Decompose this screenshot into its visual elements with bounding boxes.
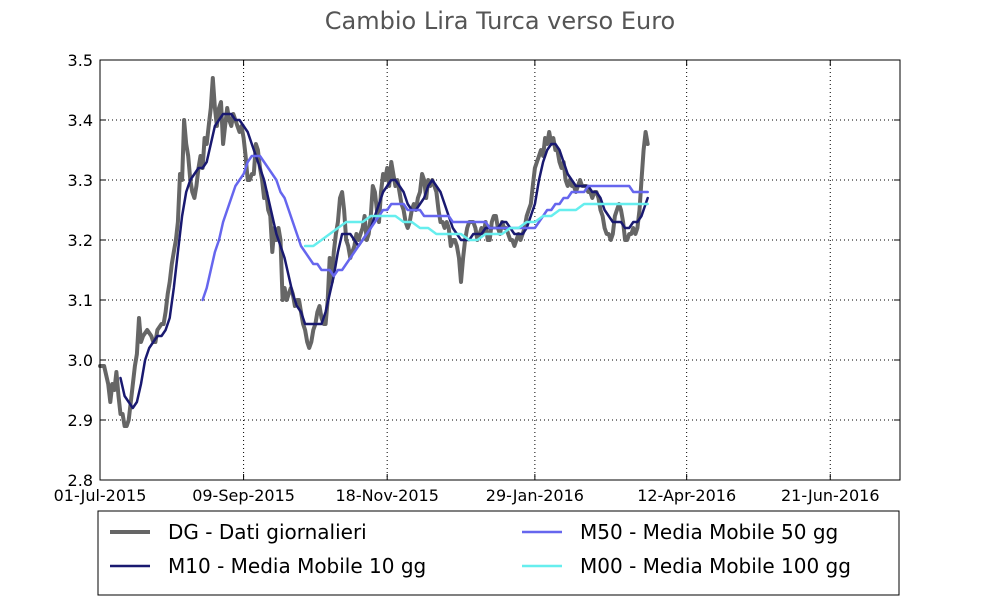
x-tick-label: 18-Nov-2015 <box>335 486 438 505</box>
y-tick-label: 3.3 <box>68 171 93 190</box>
legend-label-3: M50 - Media Mobile 50 gg <box>580 520 838 544</box>
x-tick-label: 29-Jan-2016 <box>486 486 584 505</box>
chart-title: Cambio Lira Turca verso Euro <box>325 7 675 35</box>
y-tick-label: 2.8 <box>68 471 93 490</box>
x-tick-label: 09-Sep-2015 <box>192 486 295 505</box>
series-line-2 <box>119 112 649 410</box>
legend-frame <box>97 510 900 596</box>
y-tick-label: 3.0 <box>68 351 93 370</box>
series-line-3 <box>201 154 649 302</box>
series-line-1 <box>98 76 650 428</box>
y-tick-label: 2.9 <box>68 411 93 430</box>
y-axis: 2.8 2.9 3.0 3.1 3.2 3.3 3.4 3.5 <box>68 51 900 490</box>
y-tick-label: 3.4 <box>68 111 93 130</box>
y-tick-label: 3.5 <box>68 51 93 70</box>
x-tick-label: 21-Jun-2016 <box>781 486 880 505</box>
legend-label-2: M10 - Media Mobile 10 gg <box>168 554 426 578</box>
legend-label-1: DG - Dati giornalieri <box>168 520 367 544</box>
plot-frame <box>99 59 901 481</box>
y-tick-label: 3.2 <box>68 231 93 250</box>
x-axis: 01-Jul-2015 09-Sep-2015 18-Nov-2015 29-Jan-… <box>54 60 880 505</box>
series-group <box>98 76 650 428</box>
legend-label-4: M00 - Media Mobile 100 gg <box>580 554 851 578</box>
x-tick-label: 12-Apr-2016 <box>637 486 736 505</box>
series-line-4 <box>303 202 649 248</box>
x-tick-label: 01-Jul-2015 <box>54 486 147 505</box>
legend: DG - Dati giornalieri M50 - Media Mobile … <box>97 510 900 596</box>
grid-lines <box>99 59 900 481</box>
y-tick-label: 3.1 <box>68 291 93 310</box>
